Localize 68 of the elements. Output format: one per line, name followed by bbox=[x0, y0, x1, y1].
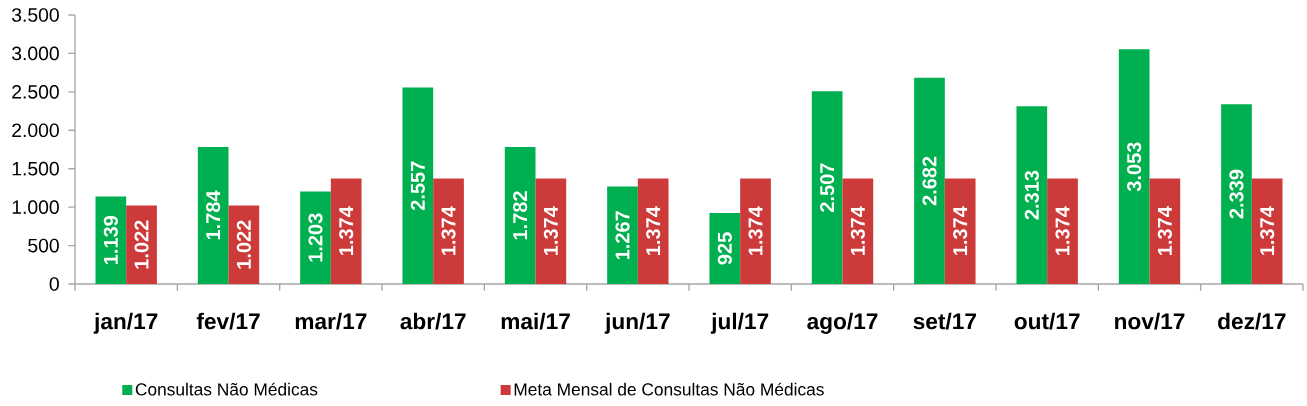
bar bbox=[842, 178, 874, 284]
data-label: 1.374 bbox=[953, 206, 968, 255]
data-label: 2.557 bbox=[410, 161, 425, 211]
bar bbox=[535, 178, 567, 284]
x-tick-label: fev/17 bbox=[196, 312, 260, 330]
y-tick-label: 1.500 bbox=[12, 161, 59, 176]
bar bbox=[914, 77, 945, 284]
bar bbox=[402, 87, 434, 284]
x-tick-label: nov/17 bbox=[1115, 312, 1185, 330]
data-label: 2.507 bbox=[820, 163, 835, 212]
bar bbox=[1251, 178, 1283, 284]
data-label: 1.374 bbox=[441, 206, 456, 255]
data-label: 1.782 bbox=[513, 191, 528, 240]
x-tick-label: set/17 bbox=[913, 312, 976, 330]
data-label: 1.374 bbox=[850, 206, 865, 255]
bar bbox=[433, 178, 464, 284]
y-tick-label: 500 bbox=[28, 238, 59, 253]
x-tick-label: jun/17 bbox=[604, 312, 670, 334]
data-label: 1.784 bbox=[206, 190, 221, 240]
data-label: 2.339 bbox=[1229, 169, 1244, 219]
data-label: 1.374 bbox=[748, 206, 763, 255]
data-label: 1.374 bbox=[1260, 206, 1275, 255]
bar bbox=[1221, 104, 1252, 284]
y-tick-label: 3.000 bbox=[11, 46, 59, 61]
bar bbox=[1047, 178, 1078, 284]
x-tick-label: mai/17 bbox=[501, 312, 570, 330]
data-label: 1.374 bbox=[1157, 206, 1172, 255]
legend-label: Meta Mensal de Consultas Não Médicas bbox=[514, 382, 824, 396]
bar bbox=[709, 212, 741, 284]
legend-label: Consultas Não Médicas bbox=[135, 382, 318, 396]
bar bbox=[1118, 49, 1150, 284]
bar bbox=[330, 178, 362, 284]
x-tick-label: abr/17 bbox=[400, 312, 466, 330]
data-label: 1.374 bbox=[339, 206, 354, 255]
data-label: 1.374 bbox=[646, 206, 661, 255]
data-label: 925 bbox=[717, 232, 732, 265]
bar bbox=[1149, 178, 1181, 284]
data-label: 3.053 bbox=[1127, 142, 1142, 192]
x-tick-label: dez/17 bbox=[1218, 312, 1286, 330]
x-tick-label: jan/17 bbox=[93, 312, 158, 334]
y-tick-label: 2.000 bbox=[12, 123, 59, 138]
y-tick-label: 3.500 bbox=[11, 8, 59, 22]
y-tick-label: 2.500 bbox=[12, 85, 59, 99]
bar bbox=[811, 91, 843, 284]
bar bbox=[197, 146, 229, 284]
data-label: 1.139 bbox=[103, 215, 118, 264]
bar bbox=[1016, 106, 1048, 284]
bar bbox=[607, 186, 638, 284]
bar bbox=[740, 178, 771, 284]
bar bbox=[944, 178, 976, 284]
data-label: 1.374 bbox=[543, 206, 558, 255]
x-tick-label: mar/17 bbox=[295, 312, 367, 330]
bar bbox=[126, 205, 157, 284]
data-label: 2.313 bbox=[1024, 170, 1039, 220]
y-tick-label: 1.000 bbox=[12, 200, 59, 214]
x-tick-label: ago/17 bbox=[807, 312, 878, 334]
y-tick-label: 0 bbox=[49, 277, 59, 291]
bar bbox=[637, 178, 669, 284]
data-label: 1.022 bbox=[236, 220, 251, 269]
data-label: 1.022 bbox=[134, 220, 149, 269]
x-tick-label: out/17 bbox=[1014, 312, 1080, 330]
x-tick-label: jul/17 bbox=[710, 312, 769, 334]
data-label: 1.374 bbox=[1055, 206, 1070, 255]
bar bbox=[300, 191, 331, 284]
data-label: 1.267 bbox=[615, 211, 630, 260]
bar bbox=[504, 147, 536, 284]
data-label: 2.682 bbox=[922, 156, 937, 206]
data-label: 1.203 bbox=[308, 213, 323, 262]
